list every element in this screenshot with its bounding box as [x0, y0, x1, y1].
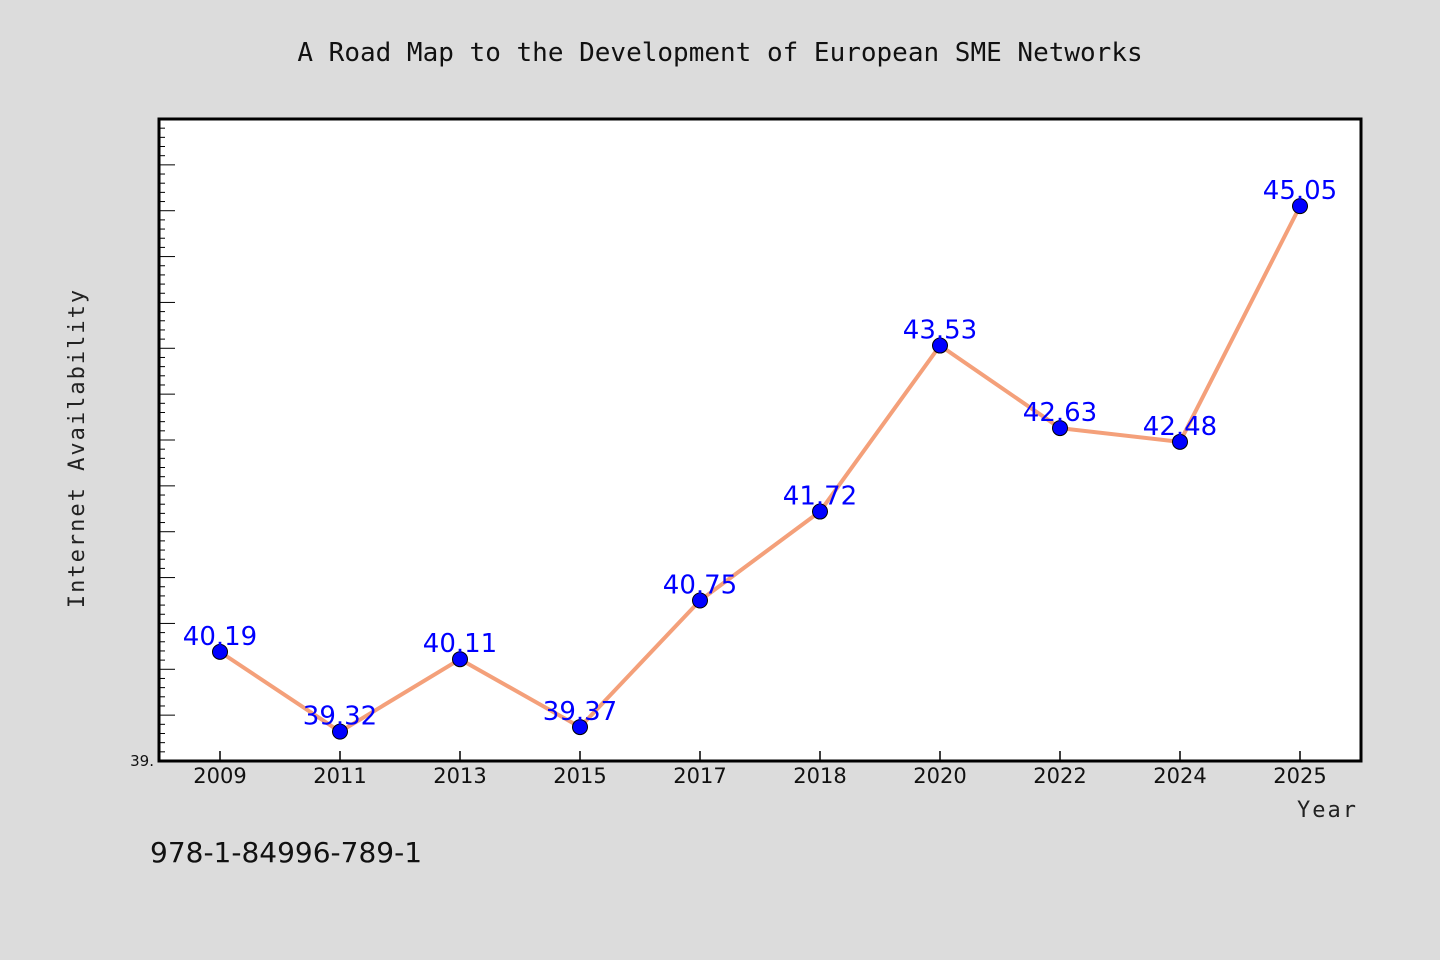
x-tick-label: 2013	[433, 764, 486, 788]
data-point	[1172, 433, 1188, 450]
x-tick-label: 2011	[313, 764, 366, 788]
data-label: 39.32	[303, 702, 377, 732]
chart-title: A Road Map to the Development of Europea…	[297, 38, 1142, 68]
isbn-footer: 978-1-84996-789-1	[150, 836, 422, 869]
series-line	[218, 204, 1302, 734]
y-axis-label: Internet Availability	[65, 288, 90, 608]
data-point	[572, 719, 588, 736]
x-tick-label: 2009	[193, 764, 246, 788]
data-point	[692, 592, 708, 609]
data-point	[332, 723, 348, 740]
y-axis-ticks	[159, 118, 175, 762]
data-label: 45.05	[1263, 176, 1337, 206]
data-point	[212, 643, 228, 660]
data-label: 39.37	[543, 697, 617, 727]
data-point	[812, 503, 828, 520]
x-tick-label: 2018	[793, 764, 846, 788]
y-tick-label: 39.	[130, 752, 154, 770]
x-tick-label: 2017	[673, 764, 726, 788]
x-tick-label: 2015	[553, 764, 606, 788]
series-layer: 40.19 39.32 40.11 39.37 40.75 41.72 43.53 42.63…	[183, 176, 1337, 740]
data-point	[1292, 198, 1308, 215]
x-tick-label: 2024	[1153, 764, 1206, 788]
data-label: 40.11	[423, 629, 497, 659]
x-tick-label: 2025	[1273, 764, 1326, 788]
data-label: 43.53	[903, 316, 977, 346]
x-axis-label: Year	[1297, 798, 1358, 823]
data-label: 42.63	[1023, 398, 1097, 428]
x-tick-label: 2022	[1033, 764, 1086, 788]
data-label: 41.72	[783, 482, 857, 512]
data-point	[1052, 420, 1068, 437]
x-tick-label: 2020	[913, 764, 966, 788]
data-point	[452, 651, 468, 668]
data-label: 42.48	[1143, 412, 1217, 442]
data-label: 40.75	[663, 571, 737, 601]
data-point	[932, 337, 948, 354]
x-axis-ticks: 2009 2011 2013 2015 2017 2018 2020 2022 2024 2025	[193, 751, 1327, 788]
data-label: 40.19	[183, 622, 257, 652]
